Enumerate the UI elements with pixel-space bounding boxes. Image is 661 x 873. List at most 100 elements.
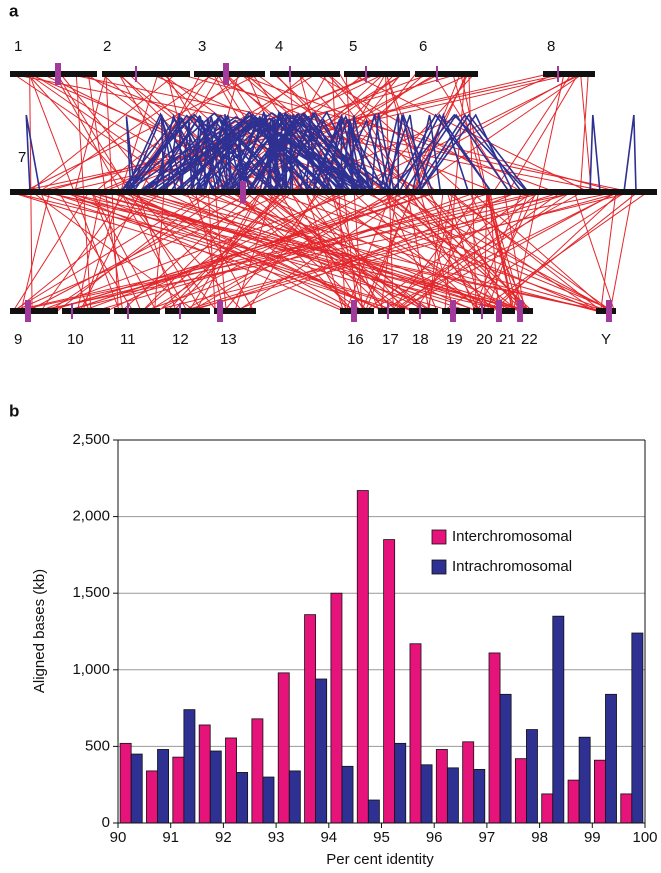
chromosome [165, 308, 210, 314]
centromere [289, 66, 291, 82]
intra-link [411, 114, 442, 193]
inter-link [23, 73, 260, 193]
inter-link [127, 191, 357, 312]
inter-link [49, 191, 439, 312]
inter-link [488, 191, 500, 312]
bar [420, 764, 433, 824]
bar [567, 779, 580, 824]
intra-link [403, 113, 511, 193]
chromosome [10, 189, 657, 195]
intra-link [202, 116, 244, 193]
inter-link [237, 73, 556, 193]
chromosome-label: 8 [547, 38, 555, 55]
x-tick-label: 94 [320, 829, 337, 846]
bar [594, 759, 606, 824]
inter-link [31, 191, 196, 312]
inter-link [126, 191, 386, 312]
inter-link [309, 191, 405, 312]
inter-link [151, 191, 634, 312]
x-tick-label: 99 [584, 829, 601, 846]
inter-link [396, 191, 540, 312]
chromosome-label: 11 [120, 331, 136, 348]
y-axis-label: Aligned bases (kb) [31, 569, 48, 693]
x-axis-label: Per cent identity [326, 851, 434, 868]
bar [620, 793, 633, 824]
intra-link [319, 118, 386, 193]
intra-link [237, 113, 335, 193]
bar [435, 749, 448, 824]
intra-link [25, 114, 41, 193]
bar [251, 718, 264, 824]
x-tick-label: 95 [373, 829, 390, 846]
bar [605, 693, 617, 824]
centromere [135, 66, 137, 82]
bar [356, 490, 369, 824]
inter-link [484, 191, 488, 312]
centromere [517, 300, 523, 322]
alignment-links [9, 73, 648, 312]
legend-label: Intrachromosomal [452, 558, 572, 575]
intra-link [418, 113, 514, 193]
intra-link [125, 116, 136, 193]
bar [315, 678, 328, 824]
intra-link [190, 116, 230, 193]
bar [383, 539, 396, 824]
centromere [365, 66, 367, 82]
x-tick-label: 92 [215, 829, 232, 846]
inter-link [442, 191, 626, 312]
inter-link [580, 73, 592, 193]
inter-link [91, 191, 157, 312]
intra-link [160, 114, 177, 193]
x-tick-label: 91 [162, 829, 179, 846]
inter-link [271, 191, 609, 312]
intra-link [283, 110, 351, 193]
chromosome [10, 71, 97, 77]
inter-link [44, 191, 522, 312]
bar [130, 753, 143, 824]
x-tick-label: 96 [426, 829, 443, 846]
chromosome [10, 308, 58, 314]
inter-link [417, 191, 597, 312]
chromosome [473, 308, 494, 314]
intra-link [151, 114, 229, 193]
chromosome-label: 4 [275, 38, 283, 55]
chromosome [409, 308, 438, 314]
intra-link [191, 115, 218, 193]
inter-link [137, 191, 177, 312]
y-tick-label: 1,000 [72, 661, 110, 678]
inter-link [10, 191, 398, 312]
intra-link [418, 113, 529, 193]
inter-link [36, 191, 617, 312]
intra-link [370, 112, 395, 193]
centromere [450, 300, 456, 322]
inter-link [507, 73, 579, 193]
intra-link [229, 120, 347, 193]
intra-link [267, 119, 272, 193]
bar [631, 632, 644, 824]
inter-link [468, 191, 529, 312]
inter-link [579, 73, 589, 193]
inter-link [58, 191, 134, 312]
inter-link [493, 191, 621, 312]
chromosome-label: 17 [382, 331, 399, 348]
intra-link [379, 113, 400, 193]
chromosome [518, 308, 533, 314]
inter-link [351, 73, 589, 193]
intra-link [589, 114, 601, 193]
bar [146, 770, 158, 824]
intra-link [124, 112, 206, 193]
bar [341, 765, 354, 824]
inter-link [486, 191, 524, 312]
inter-link [74, 73, 107, 193]
inter-link [39, 191, 355, 312]
centromere [25, 300, 31, 322]
inter-link [391, 191, 481, 312]
intra-link [353, 113, 390, 193]
chromosome [114, 308, 160, 314]
bar [330, 592, 343, 824]
legend-swatch [431, 529, 447, 545]
inter-link [207, 191, 216, 312]
chromosome-label: 19 [446, 331, 463, 348]
inter-link [308, 191, 513, 312]
